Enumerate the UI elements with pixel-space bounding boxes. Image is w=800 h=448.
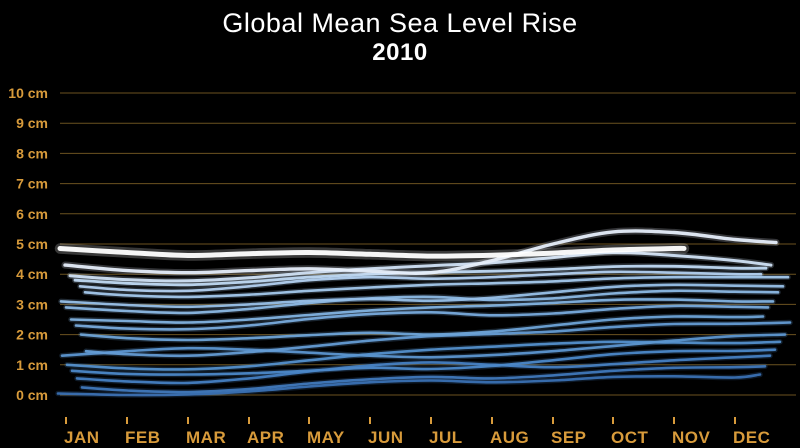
x-axis-label-nov: NOV: [672, 428, 711, 447]
year-line-1993: [56, 373, 762, 397]
year-line-2009: [63, 229, 778, 276]
x-axis-label-dec: DEC: [733, 428, 770, 447]
y-axis-label-9cm: 9 cm: [16, 115, 48, 131]
title-block: Global Mean Sea Level Rise 2010: [0, 8, 800, 68]
x-axis-label-jan: JAN: [64, 428, 100, 447]
year-line-2003: [64, 289, 780, 315]
year-line-1996: [70, 348, 777, 376]
y-axis-label-2cm: 2 cm: [16, 327, 48, 343]
year-line-2010: [57, 245, 687, 259]
x-axis-label-oct: OCT: [611, 428, 649, 447]
year-line-1994: [80, 365, 767, 394]
y-axis-label-4cm: 4 cm: [16, 266, 48, 282]
year-line-1995: [75, 354, 772, 385]
year-line-2001: [74, 304, 770, 331]
x-axis-label-jul: JUL: [429, 428, 463, 447]
chart-year-subtitle: 2010: [372, 39, 428, 67]
x-axis-label-mar: MAR: [186, 428, 226, 447]
year-line-1997: [65, 340, 782, 371]
chart-title: Global Mean Sea Level Rise: [222, 8, 578, 38]
year-line-2002: [69, 298, 775, 324]
y-axis-label-8cm: 8 cm: [16, 145, 48, 161]
x-axis-label-sep: SEP: [551, 428, 587, 447]
year-line-2005: [83, 275, 790, 299]
x-axis-label-feb: FEB: [125, 428, 161, 447]
y-axis-label-7cm: 7 cm: [16, 176, 48, 192]
y-axis-label-1cm: 1 cm: [16, 357, 48, 373]
year-line-2000: [79, 315, 765, 342]
year-line-2006: [78, 270, 763, 293]
y-axis-label-3cm: 3 cm: [16, 296, 48, 312]
x-axis-label-apr: APR: [247, 428, 284, 447]
y-axis-label-5cm: 5 cm: [16, 236, 48, 252]
y-axis-label-6cm: 6 cm: [16, 206, 48, 222]
x-axis-label-jun: JUN: [368, 428, 404, 447]
year-line-2008: [68, 250, 773, 283]
x-axis-label-may: MAY: [307, 428, 345, 447]
year-line-1999: [84, 321, 792, 358]
year-line-1998: [60, 333, 787, 359]
year-line-2004: [59, 283, 785, 309]
x-axis-label-aug: AUG: [490, 428, 529, 447]
y-axis-label-10cm: 10 cm: [8, 85, 48, 101]
y-axis-label-0cm: 0 cm: [16, 387, 48, 403]
